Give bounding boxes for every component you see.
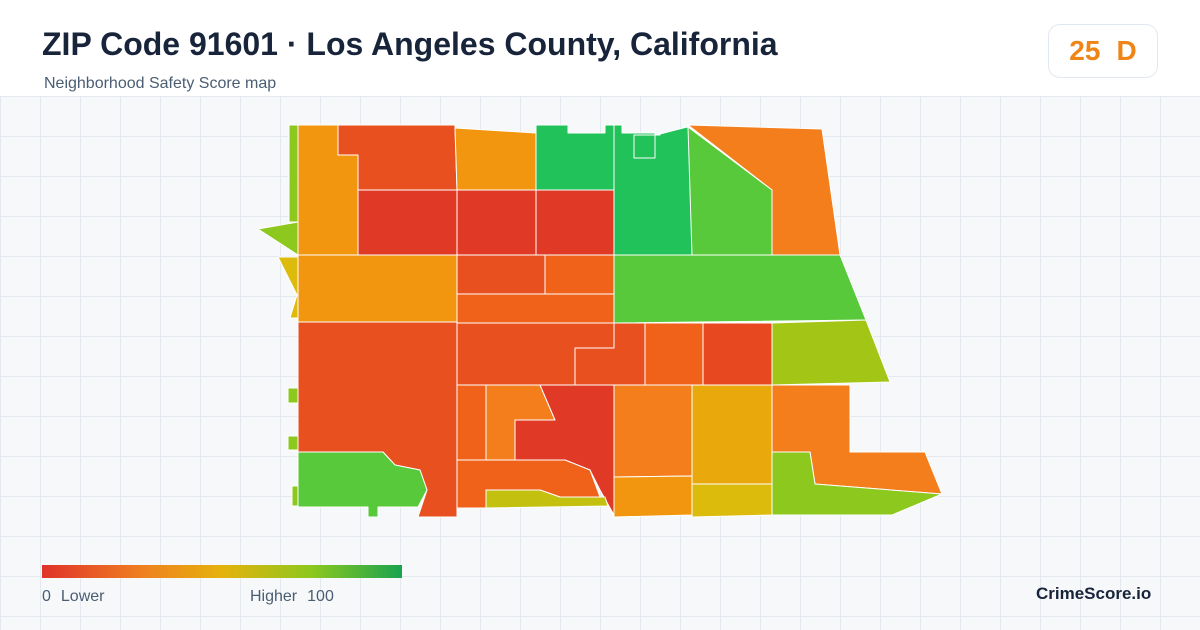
- map-region[interactable]: [454, 127, 537, 191]
- legend-max-value: 100: [307, 588, 334, 605]
- page-title: ZIP Code 91601 · Los Angeles County, Cal…: [42, 26, 778, 62]
- map-region[interactable]: [771, 319, 891, 386]
- map-region[interactable]: [613, 384, 693, 478]
- score-value: 25: [1069, 35, 1101, 66]
- map-region[interactable]: [691, 483, 773, 518]
- map-region[interactable]: [297, 254, 458, 323]
- map-region[interactable]: [277, 256, 299, 319]
- map-region[interactable]: [456, 189, 537, 256]
- map-region[interactable]: [287, 435, 299, 451]
- score-grade: D: [1116, 35, 1137, 66]
- map-region[interactable]: [771, 451, 943, 516]
- map-region[interactable]: [288, 124, 299, 223]
- map-region[interactable]: [297, 451, 428, 518]
- map-region[interactable]: [485, 489, 609, 509]
- legend-max-label: Higher: [250, 588, 298, 605]
- legend-color-scale: [42, 565, 402, 578]
- page-subtitle: Neighborhood Safety Score map: [44, 75, 277, 92]
- legend-min-value: 0: [42, 588, 51, 605]
- map-region[interactable]: [357, 189, 458, 256]
- map-region[interactable]: [257, 221, 299, 256]
- map-region[interactable]: [456, 384, 487, 461]
- header: ZIP Code 91601 · Los Angeles County, Cal…: [0, 0, 1200, 96]
- map-region[interactable]: [702, 322, 773, 386]
- map-region[interactable]: [613, 124, 693, 256]
- map-region[interactable]: [535, 189, 615, 256]
- map-region[interactable]: [535, 124, 615, 191]
- map-region[interactable]: [644, 322, 704, 386]
- legend-high: Higher 100: [250, 588, 334, 606]
- brand-logo-text[interactable]: CrimeScore.io: [1036, 584, 1152, 603]
- map-region[interactable]: [291, 485, 299, 507]
- legend-min-label: Lower: [60, 588, 105, 605]
- map-region[interactable]: [287, 387, 299, 404]
- map-region[interactable]: [613, 475, 693, 518]
- score-badge: 25 D: [1048, 24, 1158, 78]
- map-region[interactable]: [691, 384, 773, 485]
- map-region[interactable]: [613, 254, 867, 324]
- legend-low: 0 Lower: [42, 588, 104, 606]
- map-region[interactable]: [544, 254, 615, 295]
- map-region[interactable]: [456, 293, 615, 324]
- map-region[interactable]: [456, 254, 546, 295]
